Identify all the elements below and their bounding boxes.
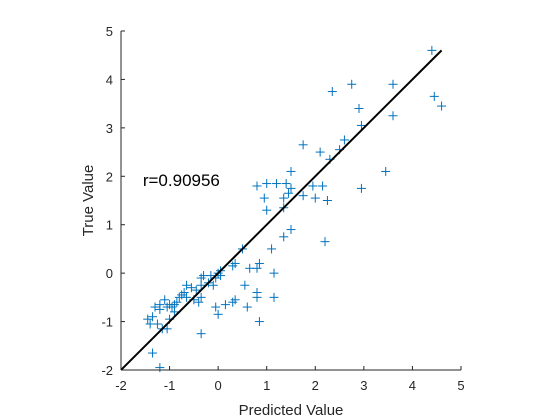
data-point — [177, 290, 187, 300]
data-point — [286, 166, 296, 176]
y-tick-label: 1 — [106, 218, 113, 233]
data-point — [262, 179, 272, 189]
data-point — [388, 79, 398, 89]
data-point — [281, 179, 291, 189]
axes: -2 -1 0 1 2 3 4 5 -2 -1 0 1 2 3 4 5 — [101, 24, 464, 393]
data-point — [262, 205, 272, 215]
data-point — [381, 166, 391, 176]
data-point — [284, 188, 294, 198]
data-point — [179, 288, 189, 298]
data-point — [279, 232, 289, 242]
x-ticks: -2 -1 0 1 2 3 4 5 — [115, 366, 465, 393]
data-point — [162, 302, 172, 312]
data-point — [150, 302, 160, 312]
data-point — [148, 348, 158, 358]
data-point — [427, 45, 437, 55]
data-point — [169, 307, 179, 317]
data-point — [155, 363, 165, 373]
data-point — [267, 244, 277, 254]
data-point — [298, 140, 308, 150]
data-point — [196, 280, 206, 290]
x-axis-label: Predicted Value — [239, 402, 344, 419]
data-point — [143, 314, 153, 324]
x-tick-label: 2 — [312, 378, 319, 393]
x-tick-label: -2 — [115, 378, 127, 393]
data-point — [240, 280, 250, 290]
data-point — [211, 302, 221, 312]
data-point — [191, 285, 201, 295]
data-point — [206, 271, 216, 281]
x-tick-label: -1 — [164, 378, 176, 393]
data-point — [339, 135, 349, 145]
x-tick-label: 0 — [215, 378, 222, 393]
y-axis-label: True Value — [80, 165, 97, 237]
data-point — [208, 280, 218, 290]
data-point — [259, 193, 269, 203]
data-point — [347, 79, 357, 89]
data-point — [174, 292, 184, 302]
data-point — [318, 181, 328, 191]
data-point — [286, 183, 296, 193]
data-point — [298, 191, 308, 201]
data-point — [245, 263, 255, 273]
data-point — [320, 237, 330, 247]
data-point — [165, 300, 175, 310]
data-point — [182, 280, 192, 290]
data-point — [220, 300, 230, 310]
data-point — [160, 295, 170, 305]
data-point — [228, 261, 238, 271]
data-point — [230, 295, 240, 305]
data-point — [286, 225, 296, 235]
data-point — [322, 196, 332, 205]
data-point — [148, 312, 158, 322]
fit-line — [120, 49, 443, 371]
data-point — [186, 283, 196, 293]
data-point — [194, 297, 204, 307]
data-point — [437, 101, 447, 111]
y-tick-label: 0 — [106, 266, 113, 281]
data-point — [242, 302, 252, 312]
data-point — [252, 292, 262, 302]
data-point — [279, 193, 289, 203]
y-tick-label: 5 — [106, 24, 113, 39]
data-point — [271, 179, 281, 189]
data-point — [254, 317, 264, 327]
y-tick-label: 4 — [106, 72, 113, 87]
data-point — [269, 268, 279, 278]
y-ticks: -2 -1 0 1 2 3 4 5 — [101, 24, 125, 378]
y-tick-label: -2 — [101, 363, 113, 378]
data-point — [196, 292, 206, 302]
data-points — [143, 45, 447, 373]
data-point — [310, 193, 320, 203]
data-point — [230, 258, 240, 268]
data-point — [254, 258, 264, 268]
x-tick-label: 1 — [263, 378, 270, 393]
data-point — [429, 91, 439, 101]
x-tick-label: 3 — [360, 378, 367, 393]
x-tick-label: 5 — [457, 378, 464, 393]
y-tick-label: 2 — [106, 169, 113, 184]
data-point — [252, 181, 262, 191]
data-point — [155, 304, 165, 314]
data-point — [172, 297, 182, 307]
data-point — [388, 111, 398, 121]
data-point — [315, 147, 325, 157]
data-point — [269, 292, 279, 302]
y-tick-label: 3 — [106, 121, 113, 136]
data-point — [213, 309, 223, 319]
data-point — [308, 181, 318, 191]
data-point — [228, 297, 238, 307]
data-point — [196, 329, 206, 339]
correlation-annotation: r=0.90956 — [143, 171, 220, 190]
data-point — [162, 324, 172, 334]
y-tick-label: -1 — [101, 315, 113, 330]
data-point — [356, 183, 366, 193]
data-point — [152, 319, 162, 329]
data-point — [356, 120, 366, 130]
data-point — [354, 103, 364, 113]
x-tick-label: 4 — [409, 378, 416, 393]
data-point — [327, 87, 337, 97]
